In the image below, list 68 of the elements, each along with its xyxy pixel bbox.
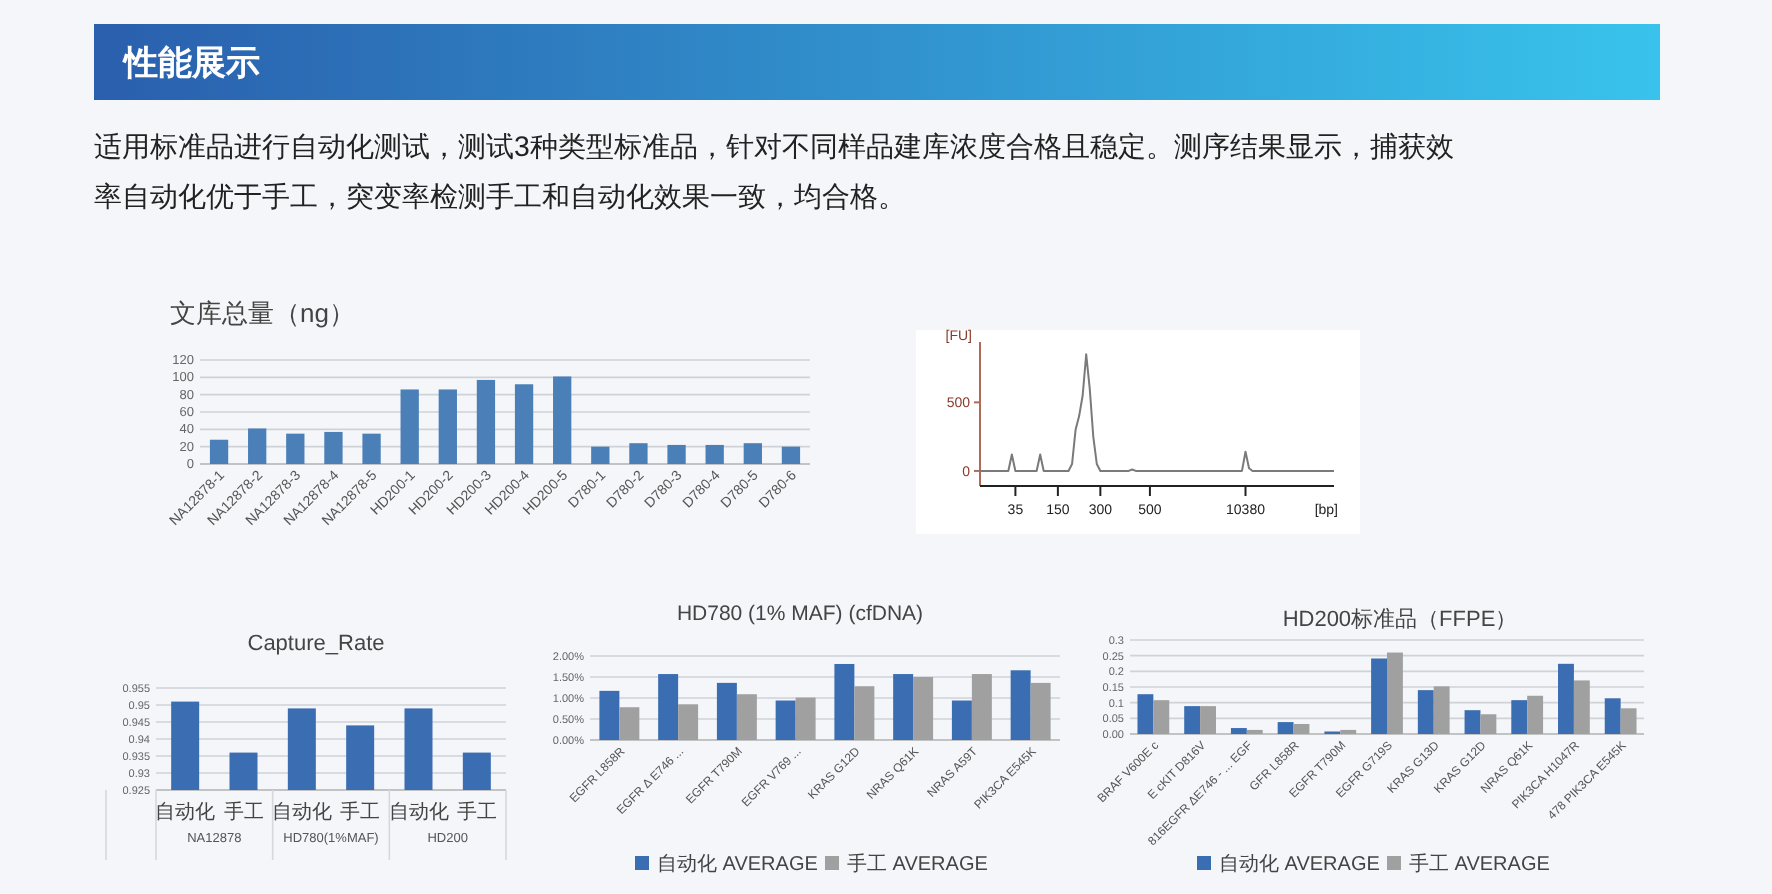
bar: [1387, 652, 1403, 734]
bar: [286, 433, 305, 464]
bar: [1573, 680, 1590, 734]
bar: [438, 389, 457, 464]
bar: [591, 446, 610, 464]
x-tick-label: 手工: [223, 800, 264, 824]
bar: [324, 431, 343, 464]
bar: [658, 674, 679, 740]
bar: [248, 428, 267, 464]
bar: [1184, 706, 1201, 734]
bar: [553, 376, 572, 464]
bar: [1230, 728, 1247, 734]
bar: [619, 707, 640, 740]
bar: [971, 674, 992, 740]
bar: [599, 690, 620, 740]
x-tick-label: 手工: [456, 800, 497, 824]
bar: [795, 697, 816, 740]
bar: [629, 443, 648, 464]
bar: [951, 700, 972, 740]
bar: [1433, 686, 1450, 734]
bar: [1293, 723, 1310, 734]
bar: [736, 694, 757, 740]
chart-title: HD200标准品（FFPE）: [1282, 606, 1518, 632]
bar: [893, 674, 914, 740]
bar: [781, 446, 801, 464]
legend-label: 手工 AVERAGE: [1409, 852, 1551, 876]
bar: [913, 677, 934, 740]
bar: [209, 439, 229, 464]
bar: [1511, 700, 1528, 734]
bar: [1277, 722, 1294, 734]
bar: [1620, 708, 1637, 734]
bar: [743, 443, 762, 464]
legend-label: 手工 AVERAGE: [847, 852, 989, 876]
bar: [1464, 710, 1481, 734]
bar: [667, 444, 686, 464]
x-tick-label: 自动化: [155, 800, 216, 824]
bar: [716, 682, 737, 740]
bar: [1200, 706, 1216, 734]
bar: [1137, 694, 1154, 734]
bar: [1417, 690, 1434, 734]
bar: [1558, 663, 1574, 734]
bar: [1480, 714, 1497, 734]
x-tick-label: 自动化: [388, 800, 449, 824]
bar: [1371, 658, 1387, 734]
bar: [678, 704, 699, 740]
bar: [1153, 700, 1170, 734]
bar: [1030, 682, 1051, 740]
legend-label: 自动化 AVERAGE: [1219, 852, 1381, 876]
bar: [400, 389, 419, 464]
line-series: [979, 353, 1335, 472]
text: 适用标准品进行自动化测试，测试3种类型标准品，针对不同样品建库浓度合格且稳定。测序结果显示，捕获效率自动化优于手工，突变率检测手工和自动化效果一致，均合格。: [94, 132, 1454, 214]
bar: [1527, 695, 1544, 734]
bar: [705, 444, 724, 464]
bar: [775, 700, 796, 740]
bar: [514, 384, 534, 464]
bar: [362, 433, 381, 464]
bar: [834, 663, 855, 740]
bar: [476, 379, 496, 464]
text: 性能展示: [122, 44, 260, 82]
bar: [1010, 670, 1031, 740]
chart-title: Capture_Rate: [247, 632, 385, 656]
x-tick-label: 手工: [340, 800, 381, 824]
x-tick-label: 自动化: [271, 800, 332, 824]
chart-title: 文库总量（ng）: [170, 298, 355, 328]
chart-title: HD780 (1% MAF) (cfDNA): [676, 602, 924, 626]
bar: [1604, 698, 1621, 734]
bar: [854, 686, 875, 740]
legend-label: 自动化 AVERAGE: [657, 852, 819, 876]
